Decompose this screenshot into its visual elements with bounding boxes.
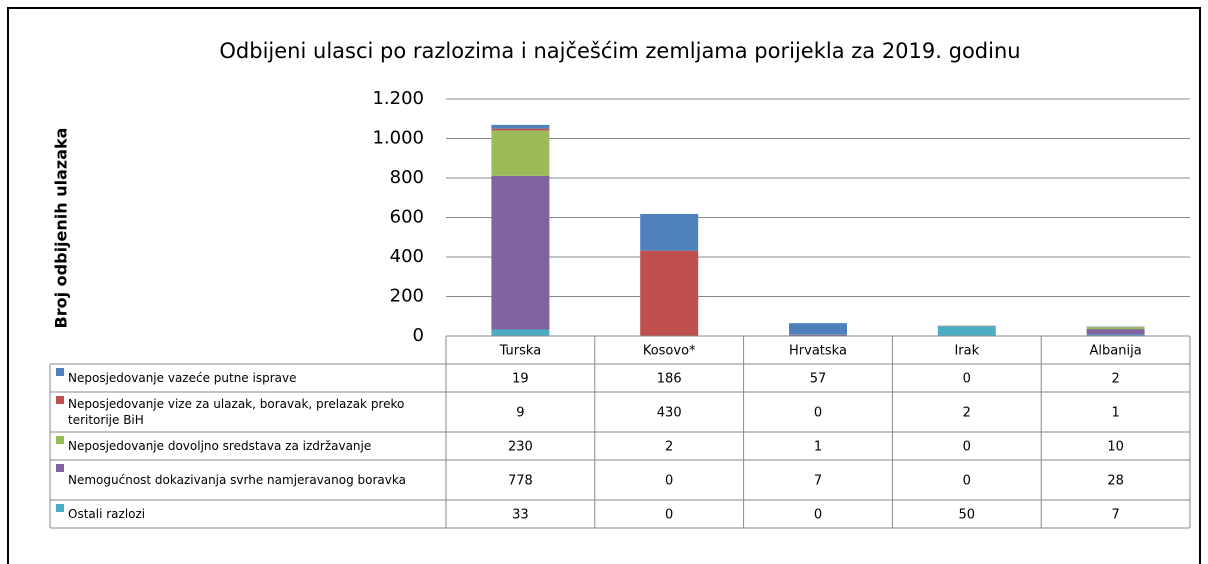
y-tick-label: 0 [413,325,424,346]
bar-segment [937,326,996,336]
legend-swatch [56,396,64,404]
table-value: 10 [1107,440,1124,455]
legend-swatch [56,368,64,376]
legend-cell: Ostali razlozi [50,500,446,528]
table-value: 1 [1111,406,1119,421]
legend-label: Nemogućnost dokazivanja svrhe namjeravan… [68,473,406,487]
bar-segment [1086,329,1145,335]
table-value: 57 [810,372,827,387]
legend-cell: Neposjedovanje dovoljno sredstava za izd… [50,432,446,460]
bar-segment [789,334,847,336]
y-tick-label: 200 [390,286,424,307]
legend-cell: Neposjedovanje vazeće putne isprave [50,364,446,392]
table-value: 28 [1107,474,1124,489]
table-value: 7 [814,474,822,489]
frame [7,7,1201,564]
legend-label: Ostali razlozi [68,507,146,521]
x-tick-label: Turska [499,344,542,359]
bar-segment [491,130,550,176]
legend-cell: Neposjedovanje vize za ulazak, boravak, … [50,392,446,432]
table-value: 186 [657,372,682,387]
y-tick-label: 1.000 [372,128,424,149]
legend-swatch [56,504,64,512]
legend-entry: Nemogućnost dokazivanja svrhe namjeravan… [50,460,446,500]
table-value: 1 [814,440,822,455]
x-tick-label: Hrvatska [789,344,847,359]
y-axis-label: Broj odbijenih ulazaka [52,128,71,329]
table-value: 2 [963,406,971,421]
legend-entry: Neposjedovanje vize za ulazak, boravak, … [50,392,446,432]
bar-segment [640,213,699,251]
x-tick-label: Irak [954,344,979,359]
table-value: 33 [512,508,529,523]
table-value: 0 [814,406,822,421]
legend-swatch [56,464,64,472]
bar-segment [1086,334,1145,336]
bar-segment [640,250,699,336]
y-tick-label: 1.200 [372,88,424,109]
legend-swatch [56,436,64,444]
table-value: 7 [1111,508,1119,523]
legend-label: Neposjedovanje vazeće putne isprave [68,371,297,385]
chart-title: Odbijeni ulasci po razlozima i najčešćim… [219,39,1020,63]
table-value: 2 [1111,372,1119,387]
y-tick-label: 600 [390,207,424,228]
bar-segment [491,128,550,131]
legend-cell: Nemogućnost dokazivanja svrhe namjeravan… [50,460,446,500]
legend-entry: Neposjedovanje dovoljno sredstava za izd… [50,432,446,460]
table-value: 0 [963,440,971,455]
bar-segment [491,329,550,336]
table-value: 2 [665,440,673,455]
y-tick-label: 800 [390,167,424,188]
bar-segment [491,175,550,330]
table-value: 0 [963,372,971,387]
table-value: 19 [512,372,529,387]
table-value: 0 [665,474,673,489]
table-value: 9 [516,406,524,421]
legend-label: Neposjedovanje vize za ulazak, boravak, … [68,397,405,427]
table-value: 230 [508,440,533,455]
table-value: 778 [508,474,533,489]
table-value: 0 [814,508,822,523]
y-tick-label: 400 [390,246,424,267]
table-value: 0 [665,508,673,523]
x-tick-label: Kosovo* [643,344,696,359]
bar-segment [789,323,847,335]
table-value: 50 [959,508,976,523]
legend-entry: Neposjedovanje vazeće putne isprave [50,364,446,392]
bar-segment [491,124,550,129]
table-value: 0 [963,474,971,489]
legend-label: Neposjedovanje dovoljno sredstava za izd… [68,439,372,453]
bar-segment [1086,327,1145,330]
table-value: 430 [657,406,682,421]
x-tick-label: Albanija [1090,344,1142,359]
legend-entry: Ostali razlozi [50,500,446,528]
